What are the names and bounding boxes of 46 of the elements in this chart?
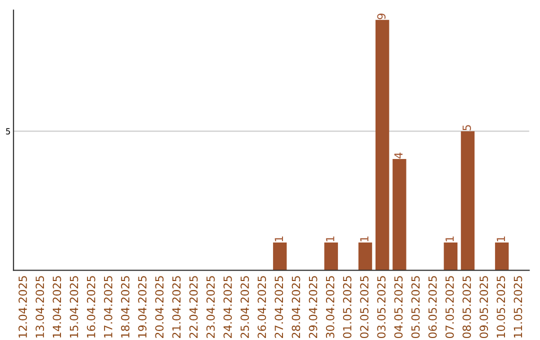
x-tick-label: 11.05.2025 bbox=[514, 276, 522, 338]
x-tick-label: 03.05.2025 bbox=[377, 276, 386, 338]
bar bbox=[376, 20, 390, 270]
x-tick-label: 01.05.2025 bbox=[343, 276, 352, 338]
data-label: 1 bbox=[446, 236, 454, 242]
bar bbox=[358, 242, 372, 270]
x-tick-label: 19.04.2025 bbox=[138, 276, 147, 338]
bar bbox=[444, 242, 458, 270]
bar bbox=[392, 159, 406, 270]
x-tick-label: 22.04.2025 bbox=[189, 276, 198, 338]
data-label: 9 bbox=[377, 14, 386, 20]
x-tick-label: 26.04.2025 bbox=[258, 276, 266, 338]
x-tick-label: 04.05.2025 bbox=[394, 276, 403, 338]
x-tick-label: 25.04.2025 bbox=[240, 276, 249, 338]
x-tick-label: 17.04.2025 bbox=[104, 276, 112, 338]
x-tick-label: 12.04.2025 bbox=[18, 276, 27, 338]
x-tick-label: 30.04.2025 bbox=[326, 276, 334, 338]
x-tick-label: 07.05.2025 bbox=[445, 276, 454, 338]
bar bbox=[495, 242, 509, 270]
x-tick-label: 20.04.2025 bbox=[155, 276, 164, 338]
x-tick-label: 15.04.2025 bbox=[70, 276, 78, 338]
x-tick-label: 14.04.2025 bbox=[52, 276, 62, 338]
data-label: 1 bbox=[274, 236, 283, 242]
x-tick-label: 09.05.2025 bbox=[480, 276, 488, 338]
x-tick-label: 29.04.2025 bbox=[308, 276, 318, 338]
data-label: 5 bbox=[462, 125, 471, 130]
x-tick-label: 23.04.2025 bbox=[206, 276, 215, 338]
bar bbox=[324, 242, 338, 270]
x-tick-label: 24.04.2025 bbox=[223, 276, 232, 338]
x-tick-label: 21.04.2025 bbox=[172, 276, 181, 338]
x-tick-label: 28.04.2025 bbox=[292, 276, 300, 338]
data-label: 1 bbox=[496, 236, 505, 242]
bar bbox=[460, 131, 475, 270]
data-label: 4 bbox=[394, 152, 402, 158]
bar bbox=[273, 242, 287, 270]
x-tick-label: 13.04.2025 bbox=[36, 276, 44, 338]
x-tick-label: 06.05.2025 bbox=[428, 276, 437, 338]
x-tick-label: 02.05.2025 bbox=[360, 276, 368, 338]
x-tick-label: 10.05.2025 bbox=[496, 276, 506, 338]
x-tick-label: 05.05.2025 bbox=[411, 276, 420, 338]
data-label: 1 bbox=[326, 236, 334, 242]
data-label: 1 bbox=[360, 236, 368, 242]
x-tick-label: 08.05.2025 bbox=[462, 276, 471, 338]
x-tick-label: 27.04.2025 bbox=[274, 276, 284, 338]
x-tick-label: 18.04.2025 bbox=[121, 276, 130, 338]
x-tick-label: 16.04.2025 bbox=[86, 276, 96, 338]
